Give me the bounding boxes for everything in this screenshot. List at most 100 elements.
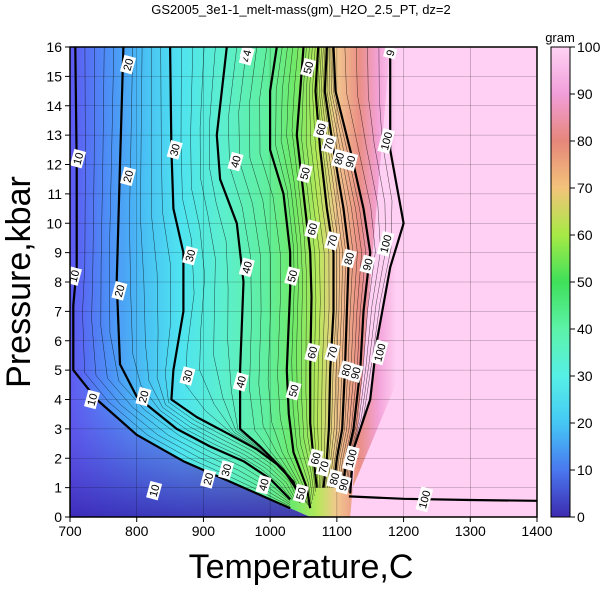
x-axis: 700 800 900 1000 1100 1200 1300 1400 (58, 517, 553, 539)
contour-label-box (324, 231, 341, 251)
contour-label-box (359, 254, 376, 275)
contour-label-text: 40 (234, 375, 249, 390)
contour-label: 60 (312, 119, 329, 140)
saturated-region (350, 47, 537, 517)
contour-100 (349, 47, 405, 494)
minor-contour-line (312, 47, 330, 488)
colorbar-tick-label: 80 (577, 133, 593, 149)
x-axis-label: Temperature,C (189, 548, 414, 586)
colorbar-tick-label: 50 (577, 274, 593, 290)
contour-label-box (335, 474, 352, 495)
contour-label-box (84, 389, 100, 410)
contour-label-box (330, 148, 347, 169)
contour-label: 10 (70, 148, 86, 169)
contour-label-text: 40 (240, 260, 255, 275)
minor-contour-line (82, 47, 291, 507)
contour-label-box (376, 230, 395, 257)
contour-label: 30 (179, 366, 196, 386)
y-axis-label: Pressure,kbar (0, 176, 38, 388)
y-tick-label: 15 (46, 68, 62, 84)
contour-label: 100 (415, 486, 433, 513)
minor-contour-line (286, 47, 315, 496)
contour-label: 70 (324, 231, 341, 251)
contour-label-box (179, 366, 196, 386)
contour-label-text: 9 (385, 49, 398, 58)
minor-contour-line (91, 47, 291, 505)
contour-label-text: 20 (113, 284, 128, 299)
contour-label: 20 (120, 54, 137, 75)
contour-label: 70 (324, 342, 341, 363)
contour-label-box (227, 151, 244, 172)
minor-contour-line (305, 47, 321, 488)
contour-label-text: 60 (306, 222, 321, 237)
contour-label: 40 (232, 372, 249, 392)
contour-label-text: 4 (241, 49, 254, 58)
contour-label-box (383, 47, 398, 60)
contour-label-text: 10 (148, 483, 163, 498)
colorbar-tick-label: 20 (577, 415, 593, 431)
contour-label-box (304, 342, 321, 363)
contour-label-text: 30 (181, 369, 196, 384)
contour-label-text: 50 (294, 486, 309, 501)
minor-contour-line (259, 47, 310, 507)
contour-label-box (146, 480, 163, 501)
contour-label-box (111, 281, 128, 301)
grid-lines (70, 47, 537, 517)
contour-label-box (377, 128, 396, 154)
x-tick-label: 1100 (322, 523, 352, 539)
y-tick-label: 7 (54, 303, 62, 319)
y-tick-label: 0 (54, 509, 62, 525)
contour-label-text: 30 (168, 143, 183, 158)
contour-label: 70 (315, 457, 332, 477)
minor-contour-line (238, 47, 307, 504)
contour-label-text: 90 (349, 366, 364, 381)
major-contours (72, 47, 537, 510)
contour-90 (332, 47, 372, 488)
contour-label-text: 80 (332, 151, 347, 166)
contour-label-text: 100 (344, 448, 360, 469)
y-tick-label: 1 (54, 480, 62, 496)
contour-label: 30 (166, 140, 183, 160)
contour-label-text: 60 (306, 345, 321, 360)
low-melt-region (70, 358, 311, 517)
minor-contour-line (345, 47, 381, 491)
contour-label-text: 30 (220, 463, 235, 478)
contour-40 (215, 47, 305, 501)
plot-area: 1010101020202020203030303040404040405050… (70, 47, 537, 517)
contour-label: 90 (342, 151, 359, 172)
contour-label-text: 100 (378, 234, 394, 255)
contour-label: 40 (255, 474, 272, 495)
contour-label: 100 (370, 339, 389, 366)
x-tick-label: 800 (125, 523, 149, 539)
contour-label-box (70, 148, 86, 169)
contour-label-text: 50 (286, 269, 301, 284)
y-tick-label: 10 (46, 215, 62, 231)
contour-label: 50 (285, 380, 302, 401)
contour-label-text: 90 (361, 257, 376, 272)
contour-label: 50 (300, 57, 317, 78)
contour-label-box (284, 266, 301, 286)
minor-contour-line (280, 47, 314, 501)
contour-label-text: 20 (202, 472, 217, 487)
minor-contour-line (248, 47, 308, 505)
contour-label: 50 (296, 163, 313, 184)
contour-label-box (239, 47, 254, 60)
x-tick-label: 1300 (455, 523, 486, 539)
minor-contour-line (318, 47, 340, 488)
x-tick-label: 1000 (255, 523, 286, 539)
minor-contour-line (328, 47, 358, 488)
colorbar-tick-label: 0 (577, 509, 585, 525)
contour-label: 50 (292, 483, 309, 504)
colorbar-ticks: 0 10 20 30 40 50 60 70 80 90 100 (570, 39, 601, 525)
y-tick-label: 6 (54, 333, 62, 349)
y-tick-label: 4 (54, 392, 62, 408)
colorbar-tick-label: 10 (577, 462, 593, 478)
colorbar-tick-label: 100 (577, 39, 601, 55)
contour-label: 90 (347, 363, 364, 383)
contour-label-box (238, 257, 255, 278)
contour-label-box (292, 483, 309, 504)
contour-label-text: 70 (317, 460, 332, 475)
minor-contour-line (309, 47, 325, 488)
contour-label-text: 20 (122, 57, 137, 72)
